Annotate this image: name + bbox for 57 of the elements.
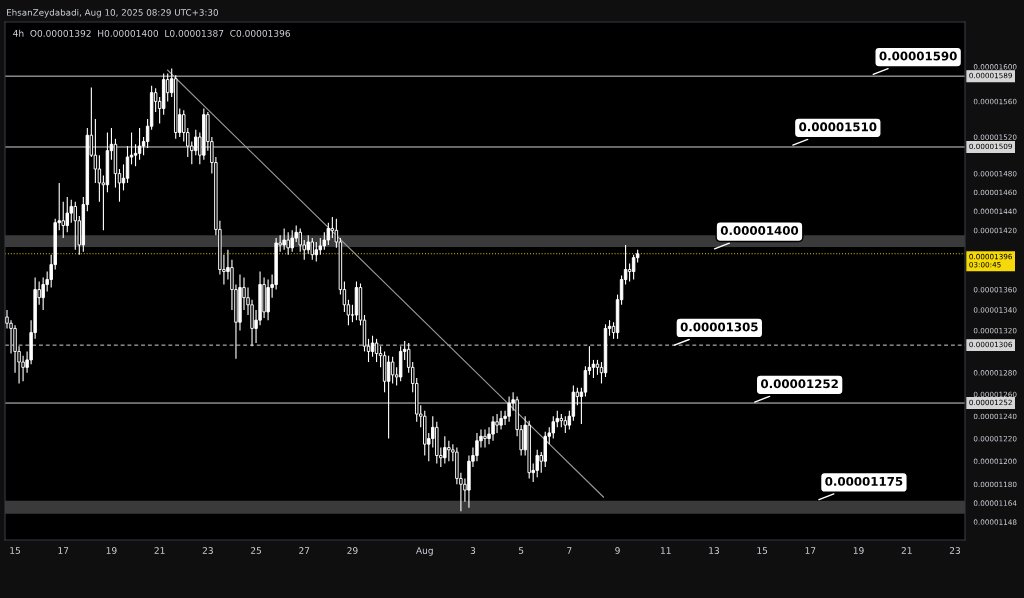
x-tick-label: 29 — [347, 547, 358, 554]
x-tick-label: 15 — [757, 547, 768, 554]
candlestick — [73, 201, 78, 251]
candlestick — [583, 365, 588, 398]
candlestick — [499, 410, 503, 431]
x-tick-label: 3 — [470, 547, 476, 554]
candlestick — [310, 237, 315, 261]
x-tick-label: 21 — [154, 547, 165, 554]
candlestick — [194, 129, 198, 156]
candlestick — [390, 356, 395, 385]
annotation: 0.00001252 — [761, 379, 838, 389]
x-tick-label: 17 — [58, 547, 69, 554]
candlestick — [298, 227, 302, 253]
candlestick — [290, 229, 294, 253]
candlestick — [370, 335, 375, 358]
candlestick — [41, 276, 45, 311]
x-tick-label: 15 — [10, 547, 20, 554]
x-tick-label: 23 — [202, 547, 213, 554]
annotation: 0.00001305 — [680, 322, 758, 332]
x-tick-label: 5 — [518, 547, 524, 554]
x-tick-label: 13 — [709, 547, 719, 554]
candlestick — [495, 413, 499, 434]
candlestick — [591, 359, 596, 379]
candlestick — [551, 415, 556, 440]
candlestick — [133, 143, 138, 167]
x-tick-label: 19 — [853, 547, 864, 554]
candlestick — [374, 338, 379, 363]
annotation: 0.00001175 — [825, 476, 903, 486]
x-tick-label: 21 — [901, 547, 912, 554]
candlestick — [286, 231, 290, 256]
candlestick — [330, 216, 335, 239]
candlestick — [483, 429, 487, 449]
candlestick — [282, 227, 286, 251]
x-tick-label: 23 — [949, 547, 960, 554]
x-tick-label: Aug — [416, 547, 433, 556]
x-tick-label: 7 — [567, 547, 572, 554]
candlestick — [535, 449, 539, 478]
x-tick-label: 27 — [299, 547, 310, 554]
annotation: 0.00001510 — [799, 122, 877, 132]
annotation: 0.00001400 — [720, 226, 799, 236]
text: EhsanZeydabadi, Aug 10, 2025 08:29 UTC+3:30 — [7, 8, 218, 18]
candlestick — [125, 145, 130, 184]
candlestick — [491, 415, 495, 442]
text: 4h O0.00001392 H0.00001400 L0.00001387 C0.00001396 — [13, 29, 291, 37]
x-tick-label: 11 — [661, 547, 671, 554]
x-tick-label: 9 — [615, 547, 620, 554]
candlestick — [443, 435, 447, 465]
annotation: 0.00001590 — [879, 51, 957, 61]
candlestick — [314, 241, 319, 263]
x-tick-label: 25 — [250, 547, 261, 554]
candlestick — [447, 440, 451, 462]
candlestick — [386, 355, 391, 440]
candlestick — [326, 222, 331, 246]
candlestick — [137, 127, 142, 161]
candlestick — [507, 395, 511, 423]
x-tick-label: 19 — [106, 547, 117, 554]
x-tick-label: 17 — [805, 547, 816, 554]
